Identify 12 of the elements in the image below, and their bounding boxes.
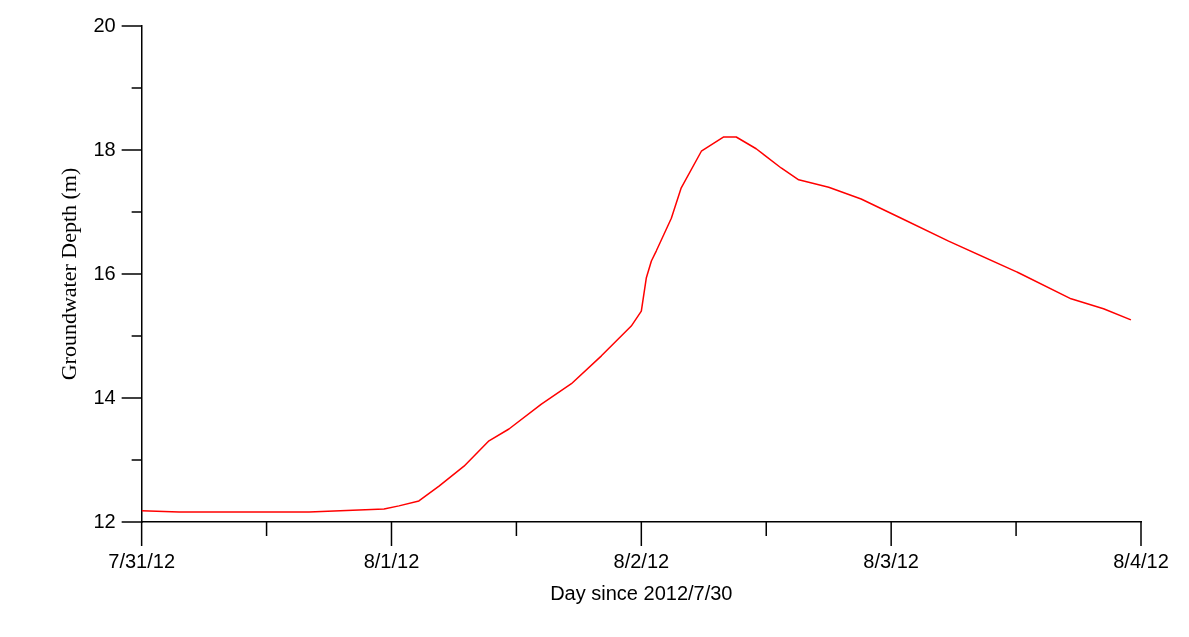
x-tick-label: 8/1/12 (363, 549, 420, 572)
x-tick-label: 7/31/12 (108, 549, 176, 572)
y-axis-title: Groundwater Depth (m) (55, 167, 81, 381)
x-tick-label: 8/3/12 (863, 549, 919, 572)
y-tick-label: 20 (93, 13, 116, 36)
x-axis-title: Day since 2012/7/30 (550, 581, 733, 604)
x-tick-label: 8/4/12 (1113, 549, 1169, 572)
y-tick-label: 14 (93, 385, 116, 408)
y-tick-label: 16 (93, 261, 116, 284)
x-tick-label: 8/2/12 (613, 549, 670, 572)
y-tick-label: 18 (93, 137, 116, 160)
y-tick-label: 12 (93, 509, 116, 532)
